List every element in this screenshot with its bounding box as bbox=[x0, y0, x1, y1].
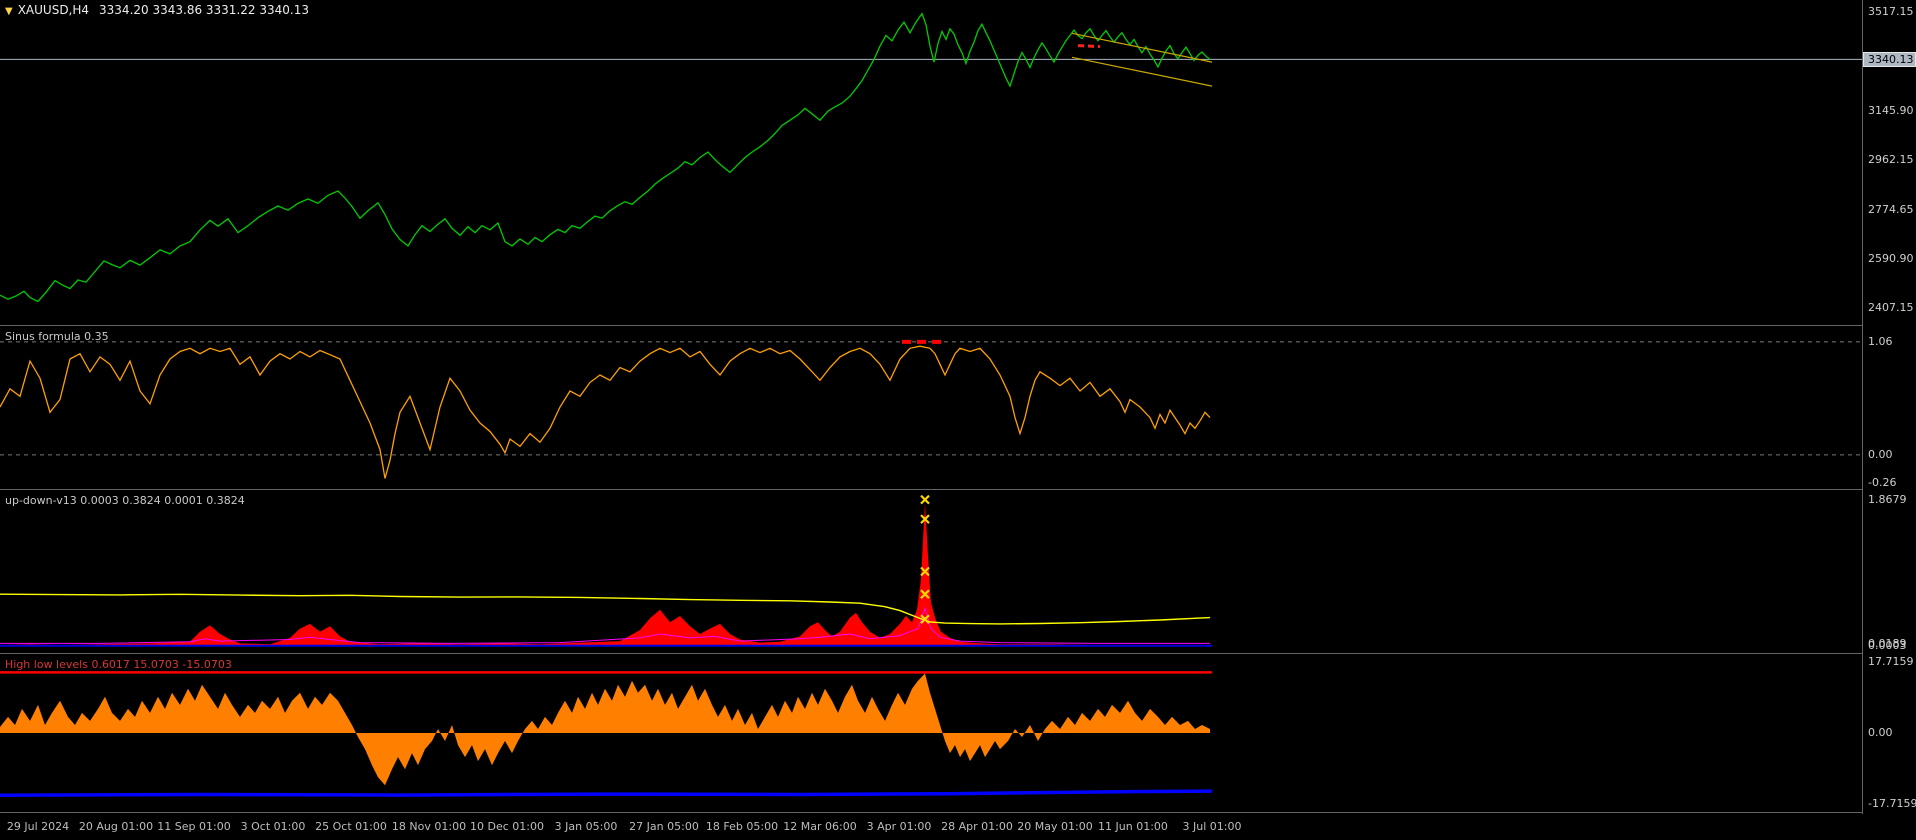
collapse-indicator-icon[interactable]: ▼ bbox=[5, 6, 13, 17]
sinus-scale-label: 1.06 bbox=[1868, 335, 1893, 348]
price-scale-label: 2774.65 bbox=[1868, 203, 1914, 216]
highlow-indicator-label: High low levels 0.6017 15.0703 -15.0703 bbox=[5, 658, 232, 671]
time-axis[interactable]: 29 Jul 2024 20 Aug 01:00 11 Sep 01:00 3 Oct… bbox=[0, 814, 1916, 840]
updown-scale-label: 0.0003 bbox=[1868, 639, 1907, 652]
highlow-scale-label: 17.7159 bbox=[1868, 655, 1914, 668]
current-price-label: 3340.13 bbox=[1863, 52, 1916, 67]
time-axis-label[interactable]: 3 Oct 01:00 bbox=[240, 820, 306, 833]
sinus-scale-label: -0.26 bbox=[1868, 476, 1897, 489]
time-axis-label[interactable]: 29 Jul 2024 bbox=[6, 820, 70, 833]
time-axis-label[interactable]: 3 Jul 01:00 bbox=[1182, 820, 1242, 833]
x-signal-marker bbox=[920, 494, 930, 505]
x-signal-marker bbox=[920, 566, 930, 577]
panel-separator[interactable] bbox=[0, 489, 1916, 490]
updown-scale-label: 0.0189 bbox=[1868, 637, 1907, 650]
time-axis-label[interactable]: 28 Apr 01:00 bbox=[941, 820, 1013, 833]
sinus-indicator-panel[interactable]: Sinus formula 0.35 bbox=[0, 327, 1862, 488]
panel-separator[interactable] bbox=[0, 325, 1916, 326]
x-signal-marker bbox=[920, 589, 930, 599]
updown-indicator-panel[interactable]: up-down-v13 0.0003 0.3824 0.0001 0.3824 bbox=[0, 491, 1862, 652]
time-axis-label[interactable]: 11 Jun 01:00 bbox=[1098, 820, 1168, 833]
price-scale-label: 2407.15 bbox=[1868, 301, 1914, 314]
sinus-scale-label: 0.00 bbox=[1868, 448, 1893, 461]
signal-line bbox=[0, 606, 1210, 644]
price-scale-label: 2962.15 bbox=[1868, 153, 1914, 166]
symbol-info-bar: ▼ XAUUSD,H4 3334.20 3343.86 3331.22 3340.1… bbox=[5, 3, 309, 17]
time-axis-label[interactable]: 27 Jan 05:00 bbox=[629, 820, 699, 833]
time-axis-label[interactable]: 11 Sep 01:00 bbox=[157, 820, 231, 833]
updown-scale-label: 1.8679 bbox=[1868, 493, 1907, 506]
channel-signal-marks bbox=[1077, 44, 1101, 49]
time-axis-label[interactable]: 18 Feb 05:00 bbox=[705, 820, 779, 833]
sinus-line bbox=[0, 345, 1211, 479]
updown-plot[interactable] bbox=[0, 491, 1862, 652]
highlow-plot[interactable] bbox=[0, 655, 1862, 811]
price-plot[interactable] bbox=[0, 0, 1862, 324]
price-scale-label: 3517.15 bbox=[1868, 5, 1914, 18]
highlow-indicator-panel[interactable]: High low levels 0.6017 15.0703 -15.0703 bbox=[0, 655, 1862, 811]
x-signal-marker bbox=[920, 514, 930, 524]
ohlc-values: 3334.20 3343.86 3331.22 3340.13 bbox=[99, 3, 309, 17]
price-scale-label: 3145.90 bbox=[1868, 104, 1914, 117]
time-axis-label[interactable]: 20 May 01:00 bbox=[1017, 820, 1093, 833]
price-panel[interactable]: ▼ XAUUSD,H4 3334.20 3343.86 3331.22 3340.1… bbox=[0, 0, 1862, 324]
fast-line bbox=[0, 593, 1211, 625]
time-axis-label[interactable]: 10 Dec 01:00 bbox=[470, 820, 544, 833]
lower-level-line bbox=[0, 789, 1213, 798]
updown-indicator-label: up-down-v13 0.0003 0.3824 0.0001 0.3824 bbox=[5, 494, 245, 507]
time-axis-label[interactable]: 3 Jan 05:00 bbox=[554, 820, 618, 833]
highlow-scale-label: 0.00 bbox=[1868, 726, 1893, 739]
time-axis-label[interactable]: 25 Oct 01:00 bbox=[315, 820, 387, 833]
channel-upper-line bbox=[1071, 32, 1213, 63]
highlow-scale-label: -17.7159 bbox=[1868, 797, 1916, 810]
x-signal-marker bbox=[920, 614, 930, 624]
sinus-plot[interactable] bbox=[0, 327, 1862, 488]
symbol-period-label: XAUUSD,H4 bbox=[17, 3, 90, 17]
price-scale-column[interactable]: 3517.15 3145.90 2962.15 2774.65 2590.90 2407.… bbox=[1862, 0, 1916, 814]
close-price-line bbox=[0, 12, 1211, 303]
sinus-indicator-label: Sinus formula 0.35 bbox=[5, 330, 109, 343]
channel-lower-line bbox=[1071, 56, 1213, 87]
oscillator-area bbox=[0, 673, 1210, 786]
time-axis-label[interactable]: 20 Aug 01:00 bbox=[78, 820, 154, 833]
time-axis-label[interactable]: 3 Apr 01:00 bbox=[866, 820, 932, 833]
panel-separator[interactable] bbox=[0, 653, 1916, 654]
time-axis-label[interactable]: 12 Mar 06:00 bbox=[783, 820, 857, 833]
panel-separator[interactable] bbox=[0, 812, 1916, 813]
time-axis-label[interactable]: 18 Nov 01:00 bbox=[391, 820, 467, 833]
price-scale-label: 2590.90 bbox=[1868, 252, 1914, 265]
